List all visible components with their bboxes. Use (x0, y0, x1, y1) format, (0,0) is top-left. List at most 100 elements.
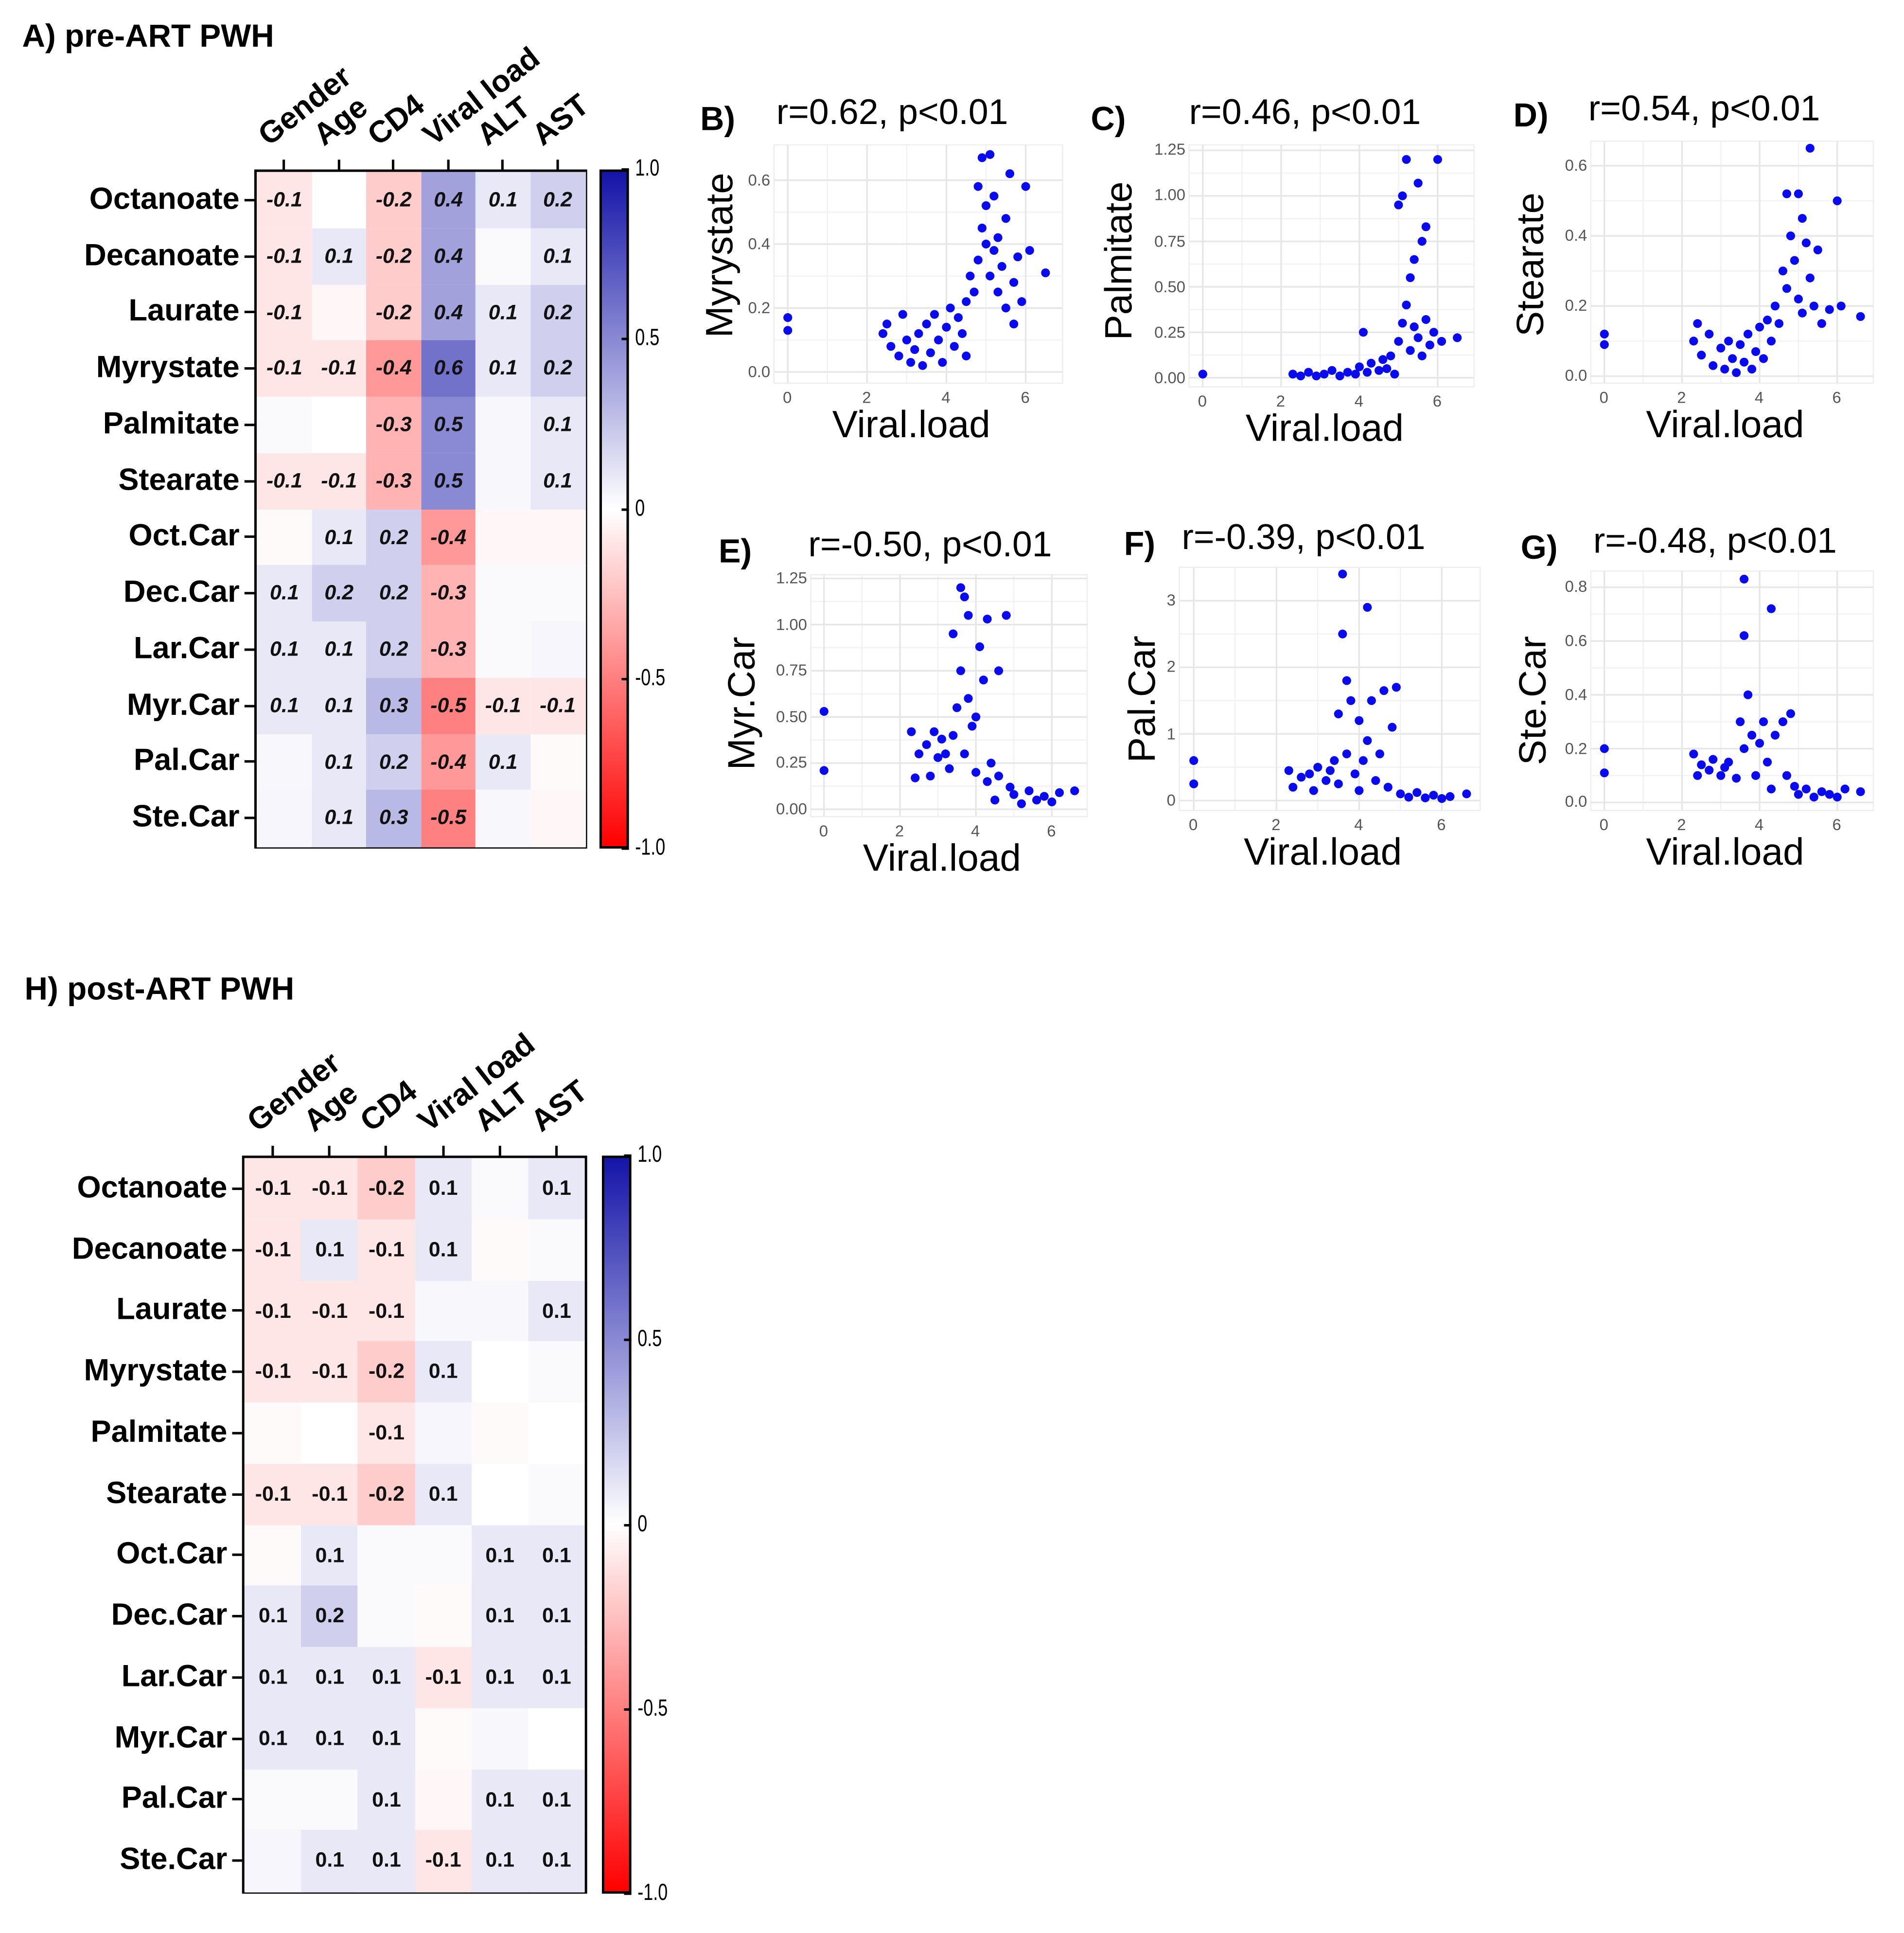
data-point (1406, 273, 1415, 283)
heatmap-cell (414, 1402, 472, 1464)
data-point (990, 796, 1000, 805)
x-tick-label: 6 (1832, 388, 1841, 407)
column-tick (392, 160, 395, 170)
row-label: Myrystate (96, 350, 240, 385)
data-point (1296, 371, 1305, 381)
data-point (1412, 788, 1422, 797)
x-tick-label: 2 (862, 388, 871, 407)
heatmap-cell (257, 396, 312, 454)
heatmap-cell: -0.5 (421, 677, 476, 735)
data-point (910, 345, 919, 354)
heatmap-cell: -0.2 (358, 1158, 415, 1220)
y-tick-label: 1.25 (1154, 141, 1186, 159)
row-label: Palmitate (90, 1414, 228, 1449)
data-point (1388, 723, 1397, 732)
x-tick-label: 0 (1198, 391, 1207, 410)
data-point (1334, 779, 1343, 789)
heatmap-cell: 0.2 (530, 284, 585, 341)
data-point (979, 675, 988, 685)
data-point (1825, 305, 1834, 314)
data-point (950, 342, 959, 351)
data-point (898, 310, 907, 319)
column-label: CD4 (361, 88, 431, 153)
data-point (1740, 631, 1749, 640)
heatmap-grid: -0.1 -0.2 0.4 0.1 0.2 -0.1 0.1 -0.2 0.4 0.1 -0.1 -0… (254, 169, 587, 849)
correlation-stat: r=-0.48, p<0.01 (1593, 522, 1837, 562)
heatmap-cell: 0.2 (301, 1585, 359, 1648)
heatmap-cell (528, 1402, 585, 1464)
data-point (945, 764, 954, 773)
row-label: Decanoate (71, 1231, 228, 1266)
heatmap-cell: 0.4 (421, 284, 476, 341)
x-tick-label: 6 (1437, 815, 1446, 834)
row-label: Octanoate (89, 181, 240, 216)
row-tick (244, 536, 254, 539)
data-point (1041, 268, 1050, 278)
data-point (1327, 366, 1337, 375)
plot-background (1590, 141, 1874, 384)
heatmap-cell: 0.2 (366, 733, 422, 791)
heatmap-cell: -0.1 (358, 1219, 415, 1281)
heatmap-cell: 0.1 (528, 1769, 585, 1831)
heatmap-cell: -0.1 (257, 453, 312, 510)
heatmap-title: H) post-ART PWH (24, 970, 295, 1007)
data-point (1840, 784, 1850, 794)
data-point (1330, 756, 1339, 765)
data-point (1856, 312, 1865, 321)
row-label: Stearate (106, 1475, 228, 1510)
row-tick (232, 1187, 242, 1190)
data-point (1410, 255, 1419, 264)
data-point (783, 326, 793, 335)
data-point (1805, 143, 1815, 153)
heatmap-cell (358, 1525, 415, 1587)
x-tick-label: 0 (1599, 815, 1608, 834)
column-tick (555, 1146, 558, 1156)
data-point (1312, 371, 1321, 381)
heatmap-cell (475, 453, 531, 510)
heatmap-cell (475, 396, 531, 454)
y-tick-label: 0.0 (1565, 366, 1587, 385)
x-axis-label: Viral.load (1646, 403, 1804, 446)
correlation-stat: r=-0.39, p<0.01 (1181, 518, 1426, 558)
x-tick-label: 0 (819, 821, 828, 840)
heatmap-cell (311, 396, 367, 454)
heatmap-cell: 0.1 (301, 1647, 359, 1709)
heatmap-cell: -0.1 (301, 1341, 359, 1403)
data-point (1600, 744, 1609, 753)
data-point (966, 271, 975, 281)
heatmap-cell: 0.1 (471, 1525, 529, 1587)
heatmap-cell: 0.1 (358, 1647, 415, 1709)
heatmap-cell: 0.5 (421, 453, 476, 510)
column-label: AST (524, 1074, 595, 1139)
y-tick-label: 2 (1166, 657, 1176, 676)
y-tick-label: 0.4 (1565, 685, 1587, 704)
heatmap-cell (530, 509, 585, 566)
data-point (1375, 366, 1384, 375)
row-label: Lar.Car (133, 631, 240, 666)
data-point (1724, 337, 1733, 346)
data-point (981, 239, 991, 248)
row-label: Ste.Car (132, 799, 240, 834)
data-point (1386, 351, 1395, 361)
data-point (983, 614, 992, 624)
heatmap-cell: 0.3 (366, 790, 422, 847)
column-tick (556, 160, 559, 170)
row-label: Oct.Car (128, 518, 240, 553)
data-point (902, 336, 912, 345)
heatmap-title: A) pre-ART PWH (22, 17, 274, 54)
x-tick-label: 2 (1271, 815, 1281, 834)
heatmap-cell: 0.2 (530, 172, 585, 229)
y-axis-label: Myrystate (698, 173, 741, 338)
row-tick (244, 255, 254, 258)
data-point (1198, 370, 1207, 379)
column-label: Viral load (411, 1027, 541, 1139)
data-point (1375, 749, 1384, 759)
heatmap-cell (244, 1830, 302, 1892)
data-point (1005, 169, 1015, 178)
row-label: Stearate (118, 462, 240, 497)
heatmap-cell (244, 1769, 302, 1831)
column-tick (498, 1146, 501, 1156)
data-point (938, 358, 947, 367)
data-point (1740, 357, 1749, 367)
data-point (1798, 308, 1807, 318)
